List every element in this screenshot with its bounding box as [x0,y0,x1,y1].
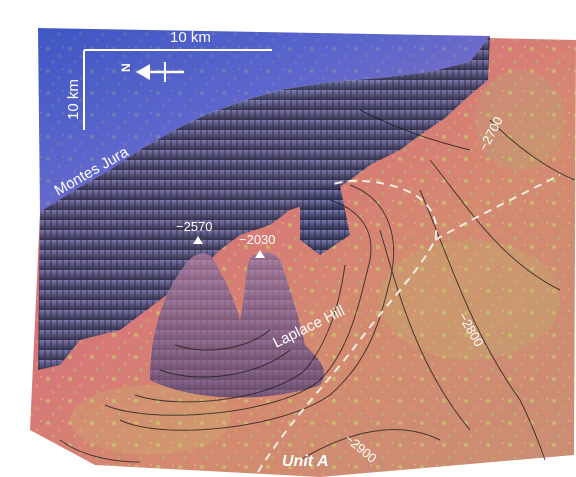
peak-2570: −2570 [176,219,213,244]
scale-bar-vertical-label: 10 km [65,79,82,120]
laplace-hill-massif [150,252,325,398]
peak-triangle-icon [255,250,265,258]
montes-jura-plateau [38,28,490,212]
scale-bar: 10 km 10 km [65,29,272,130]
peak-elevation-label: −2570 [176,219,213,234]
north-arrow-label: N [119,63,133,72]
peak-2030: −2030 [239,232,276,258]
north-arrow-icon: N [119,62,184,82]
unit-a-label: Unit A [282,453,329,470]
contour-lines [59,109,576,463]
unit-a-boundary [257,174,561,473]
peak-triangle-icon [193,236,203,244]
scale-bar-horizontal-label: 10 km [170,29,211,46]
peak-elevation-label: −2030 [239,232,276,247]
